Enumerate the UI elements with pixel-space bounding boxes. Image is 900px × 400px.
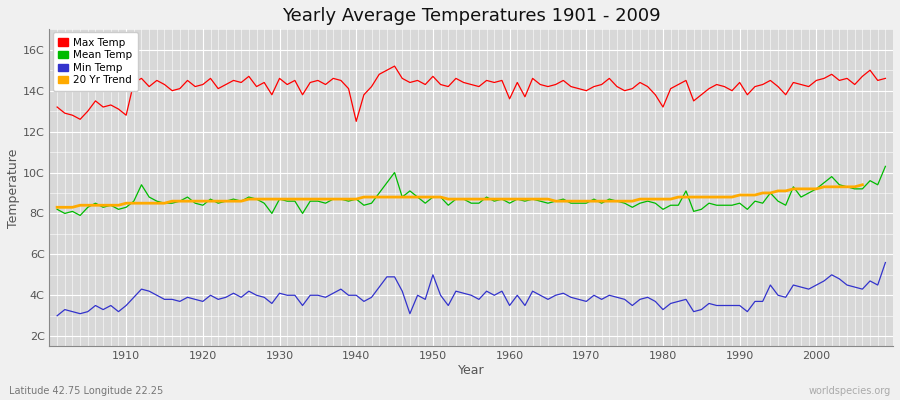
Max Temp xyxy=(113,107,124,112)
Mean Temp xyxy=(51,207,62,212)
20 Yr Trend xyxy=(75,203,86,208)
X-axis label: Year: Year xyxy=(458,364,484,377)
20 Yr Trend xyxy=(857,182,868,187)
Line: Max Temp: Max Temp xyxy=(57,66,886,121)
Y-axis label: Temperature: Temperature xyxy=(7,148,20,228)
Mean Temp xyxy=(336,197,346,202)
Min Temp xyxy=(328,291,338,296)
Mean Temp xyxy=(75,213,86,218)
Min Temp xyxy=(51,313,62,318)
Max Temp xyxy=(389,64,400,68)
Min Temp xyxy=(504,303,515,308)
20 Yr Trend xyxy=(604,199,615,204)
Mean Temp xyxy=(504,201,515,206)
Max Temp xyxy=(282,82,292,87)
Min Temp xyxy=(113,309,124,314)
Max Temp xyxy=(612,84,623,89)
Max Temp xyxy=(51,105,62,110)
Max Temp xyxy=(880,76,891,81)
Max Temp xyxy=(512,80,523,85)
Mean Temp xyxy=(121,205,131,210)
Legend: Max Temp, Mean Temp, Min Temp, 20 Yr Trend: Max Temp, Mean Temp, Min Temp, 20 Yr Tre… xyxy=(52,32,138,91)
Min Temp xyxy=(596,297,607,302)
Mean Temp xyxy=(880,164,891,169)
Title: Yearly Average Temperatures 1901 - 2009: Yearly Average Temperatures 1901 - 2009 xyxy=(282,7,661,25)
20 Yr Trend xyxy=(527,197,538,202)
Mean Temp xyxy=(604,197,615,202)
Max Temp xyxy=(519,94,530,99)
Min Temp xyxy=(880,260,891,265)
Min Temp xyxy=(282,293,292,298)
Min Temp xyxy=(497,289,508,294)
Line: 20 Yr Trend: 20 Yr Trend xyxy=(57,185,862,207)
Mean Temp xyxy=(290,199,301,204)
20 Yr Trend xyxy=(51,205,62,210)
20 Yr Trend xyxy=(573,199,584,204)
Text: worldspecies.org: worldspecies.org xyxy=(809,386,891,396)
Mean Temp xyxy=(512,197,523,202)
20 Yr Trend xyxy=(519,197,530,202)
Line: Mean Temp: Mean Temp xyxy=(57,166,886,216)
Max Temp xyxy=(328,76,338,81)
Max Temp xyxy=(351,119,362,124)
Text: Latitude 42.75 Longitude 22.25: Latitude 42.75 Longitude 22.25 xyxy=(9,386,163,396)
20 Yr Trend xyxy=(750,193,760,198)
Line: Min Temp: Min Temp xyxy=(57,262,886,316)
